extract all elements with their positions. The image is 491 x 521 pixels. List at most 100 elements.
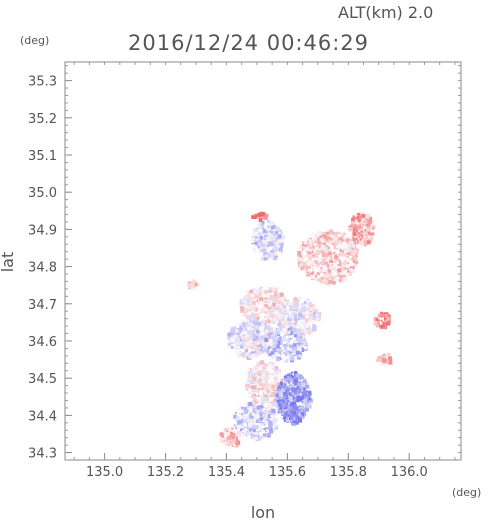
echo-pixel (254, 249, 257, 252)
echo-pixel (278, 351, 281, 354)
echo-pixel (251, 215, 255, 219)
echo-region (376, 353, 393, 367)
echo-pixel (256, 420, 259, 423)
echo-pixel (293, 402, 296, 405)
echo-pixel (330, 266, 333, 269)
y-tick-label: 35.3 (28, 75, 57, 90)
echo-pixel (266, 362, 268, 364)
echo-pixel (281, 414, 283, 416)
echo-pixel (265, 288, 268, 291)
echo-pixel (241, 330, 243, 332)
echo-pixel (312, 322, 314, 324)
echo-pixel (332, 233, 334, 235)
echo-pixel (302, 262, 306, 266)
echo-pixel (366, 216, 368, 218)
echo-pixel (272, 303, 276, 307)
echo-pixel (235, 437, 237, 439)
echo-pixel (267, 300, 269, 302)
echo-pixel (260, 338, 264, 342)
echo-pixel (368, 232, 371, 235)
echo-pixel (233, 415, 237, 419)
echo-pixel (357, 213, 359, 215)
echo-pixel (245, 425, 247, 427)
echo-pixel (271, 334, 274, 337)
echo-pixel (262, 287, 264, 289)
echo-pixel (282, 417, 284, 419)
echo-pixel (382, 324, 385, 327)
echo-pixel (228, 340, 230, 342)
echo-pixel (258, 325, 260, 327)
echo-pixel (278, 298, 281, 301)
echo-pixel (273, 420, 275, 422)
echo-pixel (301, 318, 303, 320)
echo-pixel (239, 425, 242, 428)
echo-pixel (361, 225, 363, 227)
echo-pixel (285, 393, 289, 397)
echo-pixel (291, 345, 294, 348)
echo-pixel (279, 307, 281, 309)
echo-pixel (255, 229, 258, 232)
echo-pixel (265, 421, 268, 424)
echo-pixel (339, 279, 342, 282)
echo-pixel (281, 319, 283, 321)
x-tick-label: 135.0 (86, 465, 123, 480)
echo-pixel (239, 321, 241, 323)
echo-pixel (316, 318, 318, 320)
echo-pixel (334, 232, 336, 234)
echo-pixel (315, 254, 318, 257)
echo-pixel (271, 336, 274, 339)
echo-pixel (246, 306, 249, 309)
echo-pixel (266, 429, 268, 431)
echo-pixel (256, 303, 259, 306)
echo-pixel (273, 234, 275, 236)
echo-pixel (250, 378, 252, 380)
echo-pixel (294, 406, 298, 410)
echo-pixel (191, 281, 195, 285)
echo-pixel (270, 415, 272, 417)
echo-pixel (334, 255, 337, 258)
echo-pixel (289, 306, 293, 310)
echo-pixel (231, 346, 234, 349)
echo-pixel (302, 413, 305, 416)
echo-pixel (253, 316, 255, 318)
echo-pixel (300, 321, 302, 323)
echo-pixel (309, 261, 312, 264)
echo-pixel (271, 221, 275, 225)
echo-pixel (264, 403, 268, 407)
echo-pixel (260, 417, 263, 420)
echo-pixel (290, 384, 293, 387)
echo-pixel (242, 424, 244, 426)
x-axis-title: lon (251, 503, 275, 521)
echo-pixel (275, 304, 278, 307)
echo-pixel (262, 240, 265, 243)
echo-pixel (255, 327, 257, 329)
echo-pixel (298, 388, 300, 390)
echo-pixel (219, 432, 223, 436)
echo-pixel (269, 332, 271, 334)
echo-pixel (351, 252, 355, 256)
echo-pixel (271, 297, 273, 299)
echo-pixel (296, 330, 300, 334)
echo-pixel (264, 410, 268, 414)
echo-pixel (307, 246, 309, 248)
echo-pixel (310, 235, 312, 237)
echo-pixel (274, 369, 277, 372)
echo-pixel (327, 240, 329, 242)
echo-pixel (328, 250, 330, 252)
echo-pixel (353, 237, 355, 239)
echo-pixel (274, 292, 276, 294)
echo-pixel (315, 323, 317, 325)
echo-pixel (273, 399, 275, 401)
echo-pixel (258, 388, 260, 390)
echo-pixel (335, 238, 339, 242)
echo-pixel (259, 297, 263, 301)
echo-pixel (288, 331, 291, 334)
echo-pixel (312, 233, 314, 235)
echo-pixel (241, 336, 245, 340)
echo-pixel (305, 382, 307, 384)
echo-pixel (278, 333, 280, 335)
echo-pixel (262, 257, 264, 259)
echo-pixel (304, 257, 308, 261)
echo-pixel (269, 312, 272, 315)
echo-pixel (307, 330, 310, 333)
